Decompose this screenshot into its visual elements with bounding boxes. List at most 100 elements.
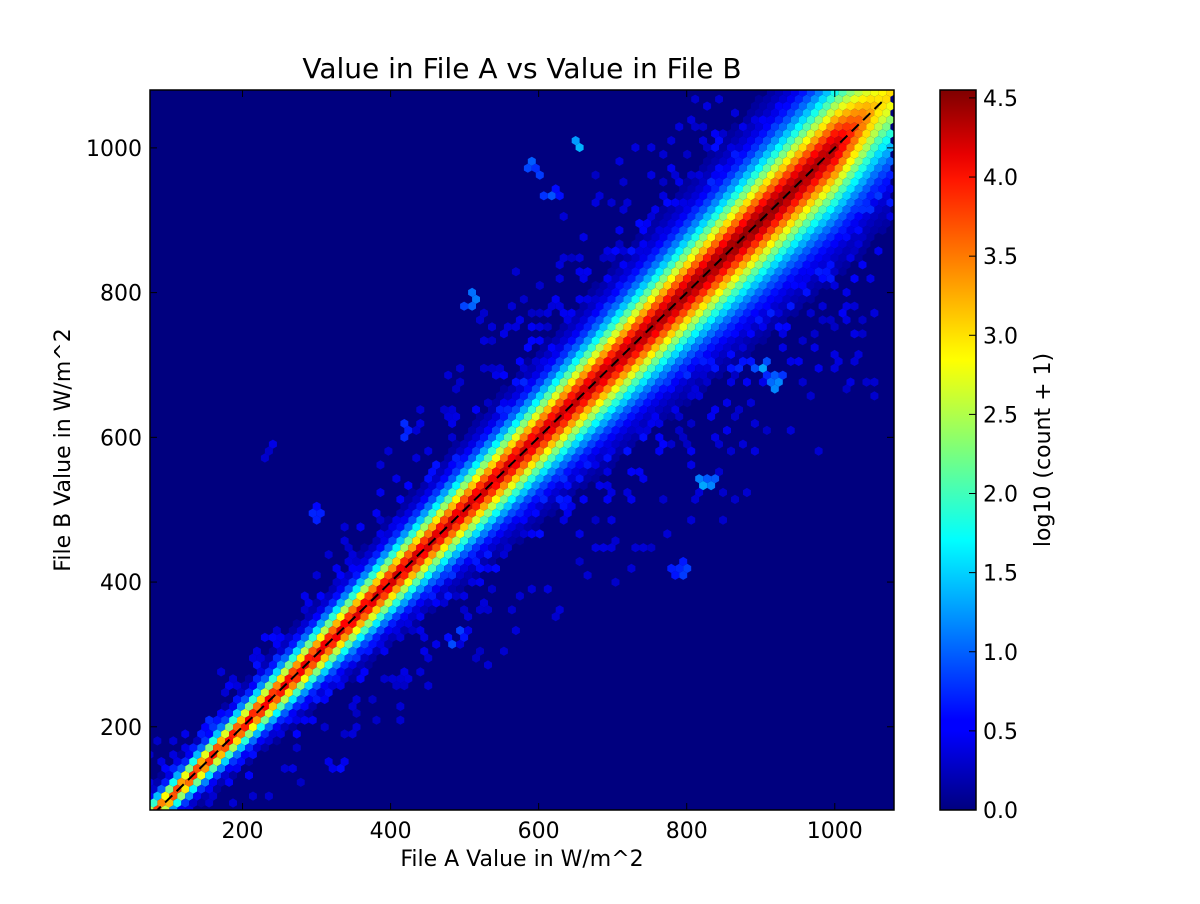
hex-bin xyxy=(464,446,473,456)
hex-bin xyxy=(380,550,389,560)
hex-bin xyxy=(723,315,731,325)
hex-bin xyxy=(739,191,747,201)
hex-bin xyxy=(707,191,716,201)
hex-bin xyxy=(675,563,684,573)
hex-bin xyxy=(249,653,257,663)
hex-bin xyxy=(340,757,349,767)
hex-bin xyxy=(818,246,827,256)
hex-bin xyxy=(631,322,640,332)
hex-bin xyxy=(679,184,688,194)
hex-bin xyxy=(476,467,484,477)
hex-bin xyxy=(253,646,261,656)
hex-bin xyxy=(205,757,214,767)
hex-bin xyxy=(754,149,763,159)
hex-bin xyxy=(245,701,253,711)
hex-bin xyxy=(507,467,516,477)
hex-bin xyxy=(412,591,421,601)
hex-bin xyxy=(480,556,488,567)
hex-bin xyxy=(436,508,445,518)
hex-bin xyxy=(782,129,791,139)
hex-bin xyxy=(523,343,532,353)
y-tick-label: 800 xyxy=(100,282,142,307)
hex-bin xyxy=(623,253,632,263)
hex-bin xyxy=(607,322,616,332)
hex-bin xyxy=(249,708,257,718)
hex-bin xyxy=(774,129,783,139)
hex-bin xyxy=(356,632,365,642)
hex-bin xyxy=(786,356,795,366)
hex-bin xyxy=(507,384,516,394)
hex-bin xyxy=(723,246,731,256)
hex-bin xyxy=(376,584,385,594)
hex-bin xyxy=(583,267,592,277)
hex-bin xyxy=(181,757,190,767)
hex-bin xyxy=(408,625,417,636)
hex-bin xyxy=(818,274,827,284)
hex-bin xyxy=(527,446,536,456)
hex-bin xyxy=(209,791,218,801)
hex-bin xyxy=(762,287,771,297)
hex-bin xyxy=(774,308,783,318)
hex-bin xyxy=(547,384,556,394)
hex-bin xyxy=(770,232,779,242)
hex-bin xyxy=(731,218,739,228)
hex-bin xyxy=(412,494,421,504)
hex-bin xyxy=(679,198,688,208)
hex-bin xyxy=(480,501,488,511)
hex-bin xyxy=(675,218,684,228)
hex-bin xyxy=(627,246,636,256)
hex-bin xyxy=(583,460,592,470)
hex-bin xyxy=(476,577,484,587)
hex-bin xyxy=(428,467,437,477)
hex-bin xyxy=(691,370,700,380)
hex-bin xyxy=(444,467,453,477)
hex-bin xyxy=(249,681,257,691)
hex-bin xyxy=(308,674,317,684)
hex-bin xyxy=(806,211,815,222)
hex-bin xyxy=(400,612,409,622)
hex-bin xyxy=(551,612,560,622)
hex-bin xyxy=(153,791,162,801)
hex-bin xyxy=(380,632,389,642)
hex-bin xyxy=(324,674,333,684)
hex-bin xyxy=(735,322,743,332)
hex-bin xyxy=(886,115,894,125)
hex-bin xyxy=(826,94,835,104)
hex-bin xyxy=(280,763,289,774)
hex-bin xyxy=(707,412,716,422)
hex-bin xyxy=(778,260,787,270)
hex-bin xyxy=(500,522,508,532)
hex-bin xyxy=(703,308,712,318)
hex-bin xyxy=(280,653,289,663)
hex-bin xyxy=(492,398,500,408)
hex-bin xyxy=(746,260,755,270)
hex-bin xyxy=(312,501,321,511)
hex-bin xyxy=(651,205,660,215)
hex-bin xyxy=(515,467,524,477)
hex-bin xyxy=(348,729,357,739)
hex-bin xyxy=(818,136,827,146)
hex-bin xyxy=(229,674,237,684)
hex-bin xyxy=(264,791,273,801)
hex-bin xyxy=(691,205,700,215)
hex-bin xyxy=(440,584,449,594)
hex-bin xyxy=(308,660,317,670)
hex-bin xyxy=(515,536,524,546)
hex-bin xyxy=(623,294,632,304)
hex-bin xyxy=(603,356,612,366)
hex-bin xyxy=(583,308,592,318)
hex-bin xyxy=(675,191,684,201)
hex-bin xyxy=(185,791,194,801)
hex-bin xyxy=(579,301,588,311)
hex-bin xyxy=(571,136,580,146)
hex-bin xyxy=(846,253,855,263)
hex-bin xyxy=(683,315,692,325)
hex-bin xyxy=(623,405,632,415)
hex-bin xyxy=(205,784,214,794)
hex-bin xyxy=(472,460,480,470)
hex-bin xyxy=(607,336,616,346)
hex-bin xyxy=(551,336,560,346)
hex-bin xyxy=(683,246,692,256)
hex-bin xyxy=(535,322,544,332)
hex-bin xyxy=(511,322,520,332)
